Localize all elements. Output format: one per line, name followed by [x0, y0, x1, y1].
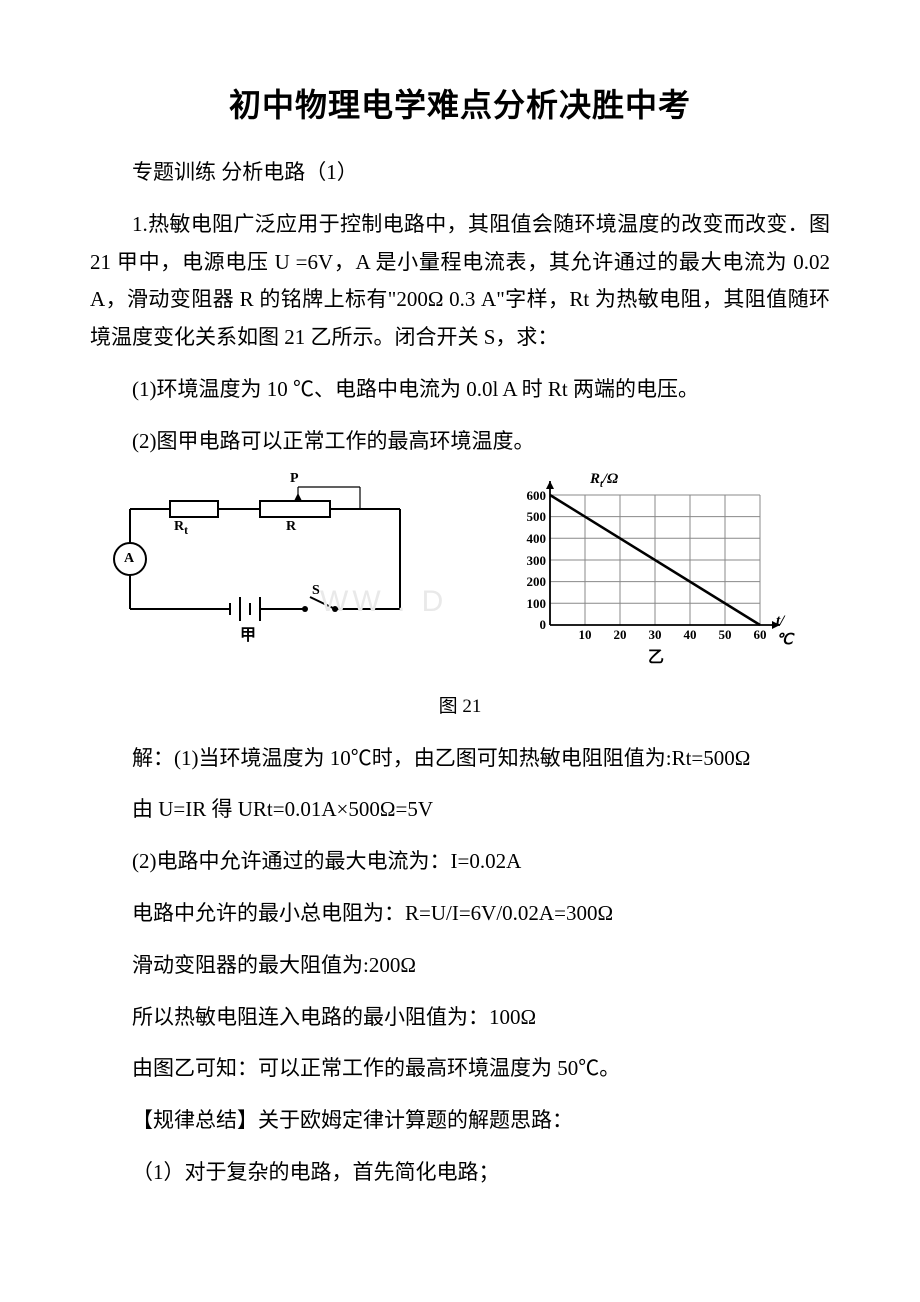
para-sol7: 由图乙可知：可以正常工作的最高环境温度为 50℃。: [90, 1050, 830, 1088]
para-problem: 1.热敏电阻广泛应用于控制电路中，其阻值会随环境温度的改变而改变．图 21 甲中…: [90, 206, 830, 357]
para-sol1: 解：(1)当环境温度为 10℃时，由乙图可知热敏电阻阻值为:Rt=500Ω: [90, 740, 830, 778]
circuit-caption: 甲: [240, 621, 256, 645]
para-sol2: 由 U=IR 得 URt=0.01A×500Ω=5V: [90, 791, 830, 829]
para-subtitle: 专题训练 分析电路（1）: [90, 154, 830, 192]
rt-chart: Rt/Ω: [480, 475, 800, 655]
r-label: R: [286, 519, 296, 535]
figure-21: Rt R P A S 甲 WW . D Rt/Ω: [90, 475, 830, 685]
rt-label: Rt: [174, 519, 188, 537]
y-origin: 0: [516, 617, 546, 633]
y-tick-500: 500: [516, 509, 546, 525]
y-tick-200: 200: [516, 574, 546, 590]
x-axis-label: t/℃: [776, 613, 800, 649]
para-summary-1: （1）对于复杂的电路，首先简化电路；: [90, 1154, 830, 1192]
page-title: 初中物理电学难点分析决胜中考: [90, 80, 830, 126]
para-q2: (2)图甲电路可以正常工作的最高环境温度。: [90, 423, 830, 461]
y-tick-400: 400: [516, 531, 546, 547]
x-tick-10: 10: [575, 627, 595, 643]
figure-caption: 图 21: [90, 691, 830, 718]
x-tick-30: 30: [645, 627, 665, 643]
para-sol5: 滑动变阻器的最大阻值为:200Ω: [90, 947, 830, 985]
para-sol3: (2)电路中允许通过的最大电流为：I=0.02A: [90, 843, 830, 881]
x-tick-50: 50: [715, 627, 735, 643]
para-summary-title: 【规律总结】关于欧姆定律计算题的解题思路：: [90, 1102, 830, 1140]
para-q1: (1)环境温度为 10 ℃、电路中电流为 0.0l A 时 Rt 两端的电压。: [90, 371, 830, 409]
y-tick-100: 100: [516, 596, 546, 612]
para-sol4: 电路中允许的最小总电阻为：R=U/I=6V/0.02A=300Ω: [90, 895, 830, 933]
para-sol6: 所以热敏电阻连入电路的最小阻值为：100Ω: [90, 999, 830, 1037]
x-tick-20: 20: [610, 627, 630, 643]
x-tick-40: 40: [680, 627, 700, 643]
y-tick-600: 600: [516, 488, 546, 504]
a-label: A: [124, 551, 134, 567]
x-tick-60: 60: [750, 627, 770, 643]
p-label: P: [290, 471, 299, 487]
s-label: S: [312, 583, 320, 599]
circuit-diagram: Rt R P A S 甲: [110, 479, 420, 639]
chart-caption: 乙: [648, 643, 664, 667]
y-tick-300: 300: [516, 553, 546, 569]
